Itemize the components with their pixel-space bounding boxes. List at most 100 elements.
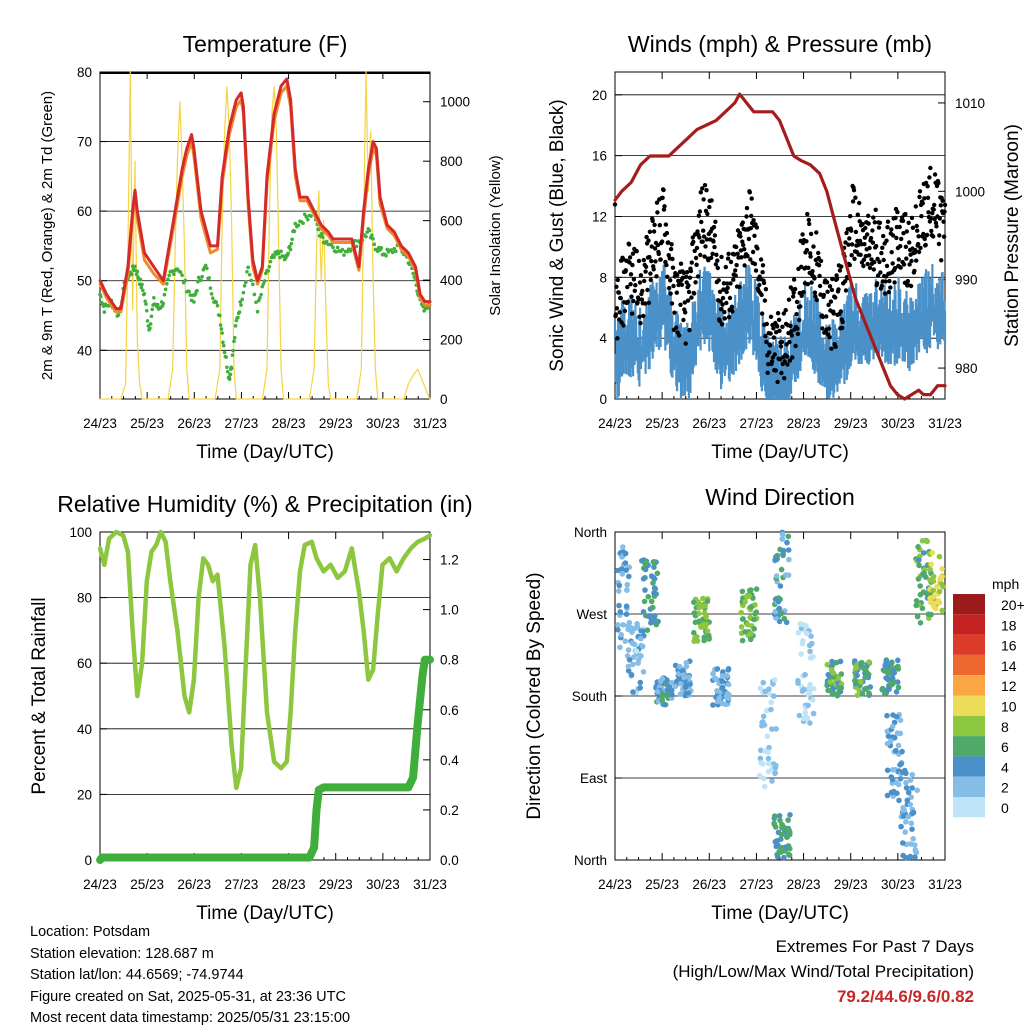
wind-direction-point xyxy=(780,550,786,557)
gust-point xyxy=(790,355,795,360)
legend-label: 10 xyxy=(1001,699,1017,715)
gust-point xyxy=(636,297,641,302)
x-tick-label: 24/23 xyxy=(598,416,632,431)
wind-direction-point xyxy=(640,669,647,675)
gust-point xyxy=(816,250,821,256)
y-tick-label: 0 xyxy=(599,392,607,407)
gust-point xyxy=(657,223,662,228)
gust-point xyxy=(649,244,654,249)
gust-point xyxy=(669,242,674,247)
gust-point xyxy=(683,341,688,346)
legend-label: 2 xyxy=(1001,780,1009,796)
gust-point xyxy=(813,294,818,299)
y-tick-label: East xyxy=(580,771,607,786)
dewpoint-point xyxy=(99,294,103,299)
gust-point xyxy=(882,291,888,296)
gust-point xyxy=(799,264,804,269)
wind-direction-point xyxy=(776,618,783,625)
wind-direction-point xyxy=(659,676,666,682)
wind-direction-point xyxy=(710,670,716,677)
gust-point xyxy=(878,270,883,275)
gust-point xyxy=(713,219,718,224)
gust-point xyxy=(748,257,753,262)
legend-swatch xyxy=(953,695,985,716)
y2-axis-label: Solar Insolation (Yellow) xyxy=(487,155,504,315)
wind-direction-point xyxy=(893,689,900,695)
dewpoint-point xyxy=(230,353,235,357)
wind-direction-point xyxy=(899,748,905,755)
wind-direction-point xyxy=(829,691,836,698)
wind-direction-point xyxy=(921,570,927,576)
x-tick-label: 27/23 xyxy=(225,416,259,431)
gust-point xyxy=(644,234,649,240)
gust-point xyxy=(643,301,648,306)
wind-direction-point xyxy=(807,720,813,726)
gust-point xyxy=(746,236,752,242)
gust-point xyxy=(874,281,880,286)
wind-direction-point xyxy=(719,678,726,685)
wind-direction-point xyxy=(885,676,891,682)
gust-point xyxy=(750,249,756,255)
wind-direction-point xyxy=(631,641,638,648)
dewpoint-point xyxy=(272,255,276,259)
y-axis-label: 2m & 9m T (Red, Orange) & 2m Td (Green) xyxy=(39,91,56,380)
gust-point xyxy=(637,314,642,319)
legend-title: mph xyxy=(992,576,1019,592)
gust-point xyxy=(863,225,868,231)
gust-point xyxy=(805,282,810,287)
gust-point xyxy=(791,294,796,299)
wind-direction-point xyxy=(622,560,629,566)
gust-point xyxy=(724,300,729,306)
wind-direction-point xyxy=(775,598,782,605)
dewpoint-point xyxy=(149,314,154,319)
wind-direction-point xyxy=(685,674,692,680)
gust-point xyxy=(933,220,939,226)
y-tick-label: 80 xyxy=(77,65,92,80)
wind-direction-point xyxy=(623,611,630,617)
wind-direction-point xyxy=(810,686,817,692)
dewpoint-point xyxy=(232,339,236,344)
gust-point xyxy=(814,230,819,235)
gust-point xyxy=(763,333,768,339)
gust-point xyxy=(618,295,623,301)
wind-direction-point xyxy=(725,695,732,702)
gust-point xyxy=(872,220,877,225)
x-tick-label: 31/23 xyxy=(413,416,447,431)
gust-point xyxy=(926,210,931,215)
dewpoint-point xyxy=(340,247,345,252)
wind-direction-point xyxy=(895,657,901,664)
gust-point xyxy=(760,270,765,275)
gust-point xyxy=(901,262,907,267)
gust-point xyxy=(738,248,744,253)
gust-point xyxy=(928,216,934,221)
dewpoint-point xyxy=(219,327,224,331)
dewpoint-point xyxy=(304,215,309,219)
wind-direction-point xyxy=(778,610,785,617)
gust-point xyxy=(838,309,843,314)
chart-title: Wind Direction xyxy=(705,484,855,510)
wind-direction-point xyxy=(696,600,702,607)
wind-direction-point xyxy=(714,666,721,672)
gust-point xyxy=(900,218,906,223)
y-tick-label: 8 xyxy=(599,270,607,285)
gust-point xyxy=(698,190,703,195)
wind-direction-point xyxy=(768,699,774,706)
wind-direction-point xyxy=(641,598,648,605)
latlon-text: Station lat/lon: 44.6569; -74.9744 xyxy=(30,967,244,983)
wind-direction-point xyxy=(778,566,785,573)
wind-direction-point xyxy=(739,588,746,595)
dewpoint-point xyxy=(166,277,170,282)
wind-direction-point xyxy=(642,566,649,573)
gust-point xyxy=(910,225,916,230)
gust-point xyxy=(885,219,891,224)
wind-direction-point xyxy=(643,559,649,566)
gust-point xyxy=(781,311,786,316)
gust-point xyxy=(916,249,922,255)
gust-point xyxy=(844,230,849,236)
gust-point xyxy=(768,331,773,336)
gust-point xyxy=(660,195,665,200)
wind-direction-point xyxy=(884,712,890,719)
wind-direction-point xyxy=(888,682,895,688)
gust-point xyxy=(614,306,620,311)
wind-direction-point xyxy=(762,688,769,695)
